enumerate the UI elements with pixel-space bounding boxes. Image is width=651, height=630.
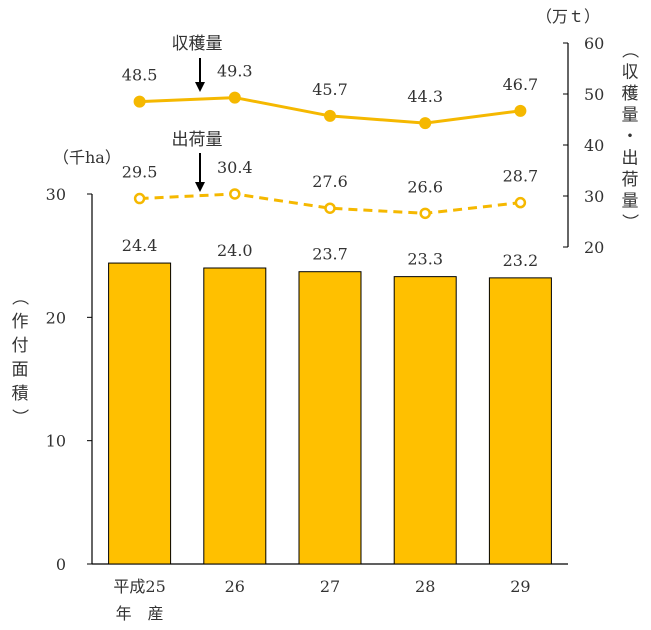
line-data-label: 45.7	[312, 80, 348, 99]
left-axis-label-char: （	[9, 289, 29, 306]
line-data-label: 49.3	[217, 62, 253, 81]
right-axis-tick-label: 20	[584, 238, 604, 257]
x-axis-tick-label: 26	[225, 577, 245, 596]
left-axis-label-char: 付	[12, 336, 29, 356]
shipment-point	[229, 188, 241, 200]
right-axis-tick-label: 40	[584, 136, 604, 155]
shipment-point	[514, 196, 527, 209]
harvest-point	[324, 109, 336, 122]
left-axis-tick-label: 30	[46, 185, 66, 204]
bar	[393, 276, 457, 565]
labels-layer: 24.4 24.0 23.7 23.3 23.2 48.5 49.3 45.7 44.3 46.7…	[122, 34, 538, 270]
shipment-point	[133, 192, 146, 205]
line-data-label: 30.4	[217, 158, 253, 177]
line-data-label: 28.7	[503, 167, 539, 186]
left-axis-label-char: ）	[9, 409, 29, 426]
x-axis-tick-label: 年 産	[116, 604, 164, 623]
bar-data-label: 23.3	[407, 250, 443, 269]
right-axis-label-char: 穫	[622, 84, 639, 104]
callout-arrow-head	[195, 82, 205, 92]
harvest-point	[228, 91, 241, 104]
right-axis-label-char: 出	[622, 149, 639, 169]
shipment-point	[324, 202, 336, 214]
line-data-label: 48.5	[122, 66, 158, 85]
harvest-point	[133, 95, 146, 108]
line-data-label: 27.6	[312, 172, 348, 191]
bar-data-label: 24.0	[217, 241, 253, 260]
bar-data-label: 23.2	[503, 251, 539, 270]
x-axis-tick-label: 28	[415, 577, 435, 596]
line-data-label: 44.3	[407, 87, 443, 106]
right-axis-label-char: ・	[622, 127, 639, 147]
bar	[488, 277, 552, 565]
right-axis-label-char: ）	[619, 214, 639, 231]
left-axis-label-char: 作	[12, 312, 29, 332]
right-axis-label-char: 量	[622, 106, 639, 126]
x-axis-tick-label: 平成25	[113, 577, 165, 596]
shipment-point	[419, 207, 431, 220]
series-callout-label: 出荷量	[172, 130, 223, 150]
right-axis-unit: （万ｔ）	[536, 7, 600, 26]
left-axis-tick-label: 10	[46, 432, 66, 451]
right-axis-tick-label: 60	[584, 34, 604, 53]
right-axis-tick-label: 30	[584, 187, 604, 206]
line-data-label: 26.6	[407, 177, 443, 196]
bar	[108, 262, 172, 565]
left-axis-tick-label: 0	[56, 555, 66, 574]
x-axis-tick-label: 29	[510, 577, 530, 596]
line-data-label: 29.5	[122, 163, 158, 182]
left-axis-tick-label: 20	[46, 308, 66, 327]
left-axis-unit: （千ha）	[53, 148, 121, 167]
bar-data-label: 23.7	[312, 245, 348, 264]
bar	[203, 267, 267, 565]
right-axis-label-char: （	[619, 42, 639, 59]
bar	[298, 271, 362, 565]
line-data-label: 46.7	[503, 75, 539, 94]
series-callout-label: 収穫量	[172, 34, 223, 54]
right-axis-label-char: 荷	[622, 170, 639, 190]
right-axis-tick-label: 50	[584, 85, 604, 104]
right-axis-label-char: 量	[622, 192, 639, 212]
right-axis-label-char: 収	[622, 63, 639, 83]
left-axis-label-char: 積	[12, 384, 29, 404]
bar-data-label: 24.4	[122, 236, 158, 255]
harvest-point	[514, 104, 527, 117]
left-axis-label-char: 面	[12, 360, 29, 380]
x-axis-tick-label: 27	[320, 577, 340, 596]
lines-layer	[133, 91, 527, 220]
bars-layer	[108, 262, 552, 565]
axes-layer: 0102030（千ha）（作付面積）2030405060（万ｔ）（収穫量・出荷量…	[9, 7, 639, 623]
shipment-line	[139, 192, 521, 215]
harvest-point	[419, 117, 432, 130]
callout-arrow-head	[195, 182, 205, 192]
